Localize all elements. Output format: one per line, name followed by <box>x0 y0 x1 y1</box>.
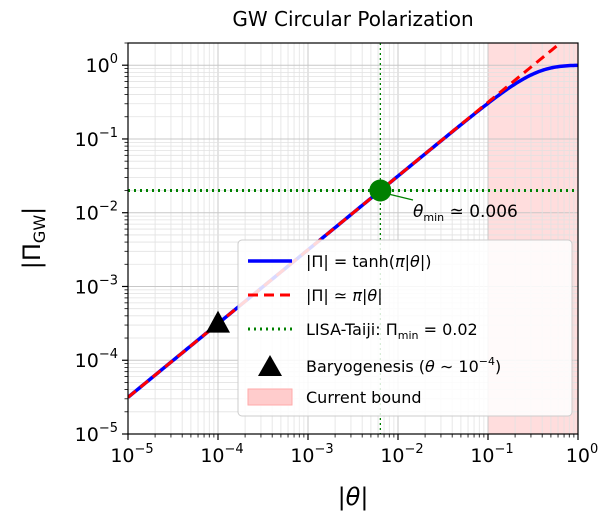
y-tick-label: 10−2 <box>75 200 118 225</box>
x-tick-label: 10−3 <box>290 442 333 467</box>
chart-title: GW Circular Polarization <box>232 7 473 31</box>
y-tick-label: 10−5 <box>75 421 118 446</box>
annotation-text: θmin ≃ 0.006 <box>413 202 518 224</box>
legend-box <box>237 239 573 417</box>
plot-frame <box>127 42 579 435</box>
y-tick-label: 10−3 <box>75 273 118 298</box>
series-linear-approx <box>128 43 563 399</box>
legend-label-approx: |Π| ≃ π|θ| <box>306 286 383 305</box>
theta-min-marker <box>369 179 392 202</box>
y-tick-label: 100 <box>86 52 118 77</box>
x-tick-label: 10−5 <box>110 442 153 467</box>
annotation-arrow <box>390 193 414 201</box>
x-tick-label: 10−4 <box>200 442 243 467</box>
x-tick-label: 100 <box>566 442 598 467</box>
legend: |Π| = tanh(π|θ|) |Π| ≃ π|θ| LISA-Taiji: … <box>237 239 573 417</box>
baryogenesis-marker <box>206 310 230 333</box>
y-tick-label: 10−4 <box>75 347 118 372</box>
annotation: θmin ≃ 0.006 <box>390 193 518 224</box>
x-tick-label: 10−1 <box>470 442 513 467</box>
legend-label-tanh: |Π| = tanh(π|θ|) <box>306 252 431 271</box>
y-tick-label: 10−1 <box>75 126 118 151</box>
y-axis-label: |ΠGW| <box>18 207 49 269</box>
legend-label-lisa: LISA-Taiji: Πmin = 0.02 <box>306 320 478 342</box>
legend-label-bound: Current bound <box>306 388 422 407</box>
plot-area: 10−5 10−4 10−3 10−2 10−1 100 10−5 10−4 10−3 10−2 1… <box>75 42 598 467</box>
legend-swatch-baryogenesis <box>258 355 282 376</box>
x-axis-label: |θ| <box>338 483 369 511</box>
x-tick-label: 10−2 <box>380 442 423 467</box>
legend-swatch-bound <box>247 388 293 406</box>
legend-label-baryogenesis: Baryogenesis (θ ∼ 10−4) <box>306 355 501 376</box>
